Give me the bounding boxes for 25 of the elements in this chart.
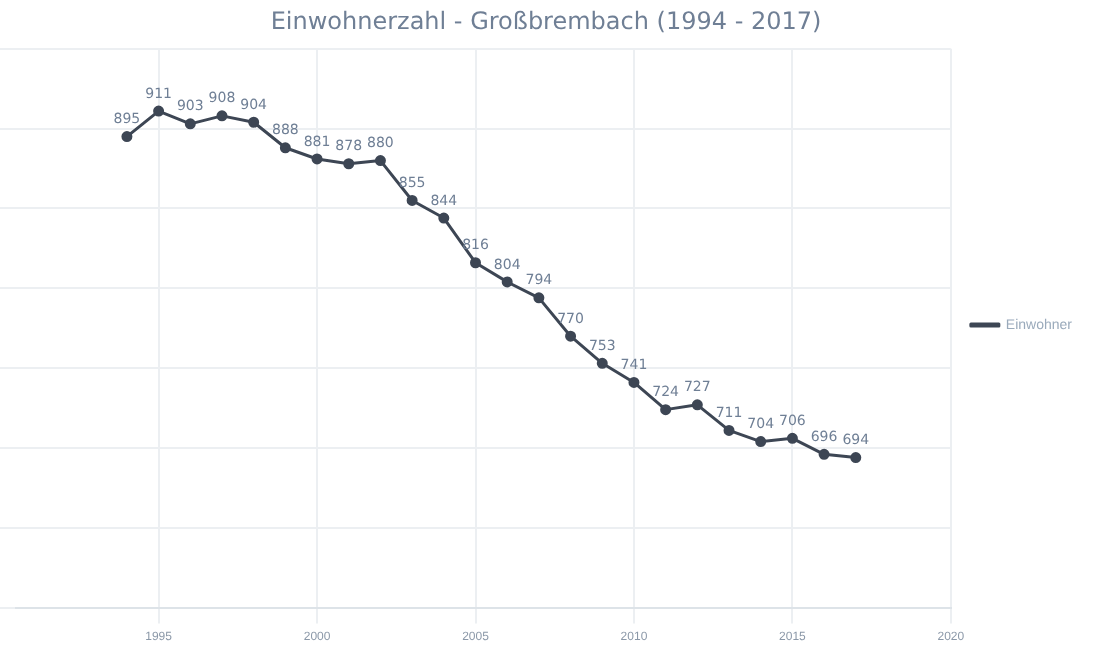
point <box>121 131 133 143</box>
point <box>660 404 672 416</box>
point <box>755 436 767 448</box>
point <box>184 118 196 130</box>
point <box>343 158 355 170</box>
point <box>533 292 545 304</box>
point <box>818 448 830 460</box>
point <box>279 142 291 154</box>
point <box>406 194 418 206</box>
point <box>628 376 640 388</box>
point <box>438 212 450 224</box>
point <box>501 276 513 288</box>
point <box>786 432 798 444</box>
point <box>374 155 386 167</box>
point <box>248 116 260 128</box>
point <box>691 399 703 411</box>
point <box>153 105 165 117</box>
point <box>565 330 577 342</box>
chart-title: Einwohnerzahl - Großbrembach (1994 - 2017) <box>270 6 822 35</box>
point <box>216 110 228 122</box>
point <box>470 257 481 269</box>
point <box>311 153 323 165</box>
point <box>723 424 735 436</box>
point <box>596 357 608 369</box>
point <box>850 452 862 464</box>
